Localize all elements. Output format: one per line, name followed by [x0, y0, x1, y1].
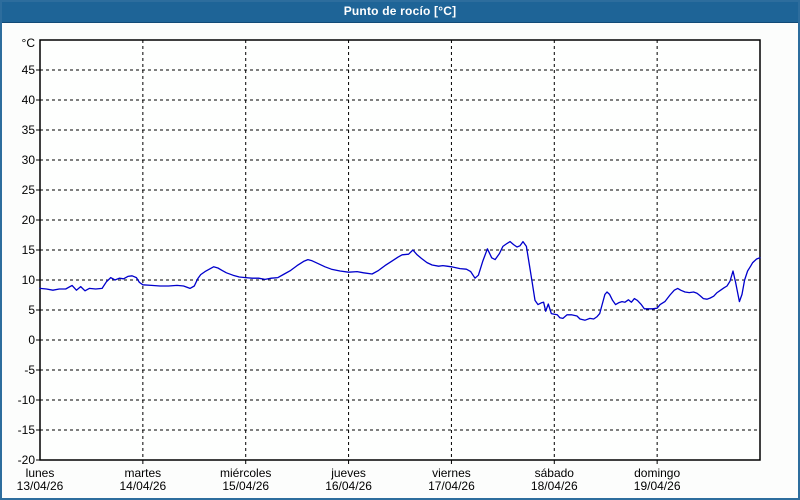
- y-tick-label: 20: [21, 213, 35, 227]
- y-tick-label: -20: [17, 453, 35, 467]
- y-tick-label: 5: [28, 303, 35, 317]
- x-day-date: 17/04/26: [428, 479, 475, 493]
- x-day-date: 15/04/26: [222, 479, 270, 493]
- x-day-name: jueves: [331, 466, 366, 480]
- y-tick-label: 25: [21, 183, 35, 197]
- y-tick-label: 15: [21, 243, 35, 257]
- y-tick-label: -15: [17, 423, 35, 437]
- x-day-date: 13/04/26: [16, 479, 64, 493]
- y-tick-label: 0: [28, 333, 35, 347]
- y-tick-label: 45: [21, 63, 35, 77]
- y-tick-label: 35: [21, 123, 35, 137]
- x-day-name: viernes: [432, 466, 471, 480]
- y-tick-label: -5: [24, 363, 35, 377]
- x-day-name: lunes: [25, 466, 55, 480]
- x-day-date: 19/04/26: [633, 479, 681, 493]
- dew-point-series-line: [39, 240, 761, 321]
- y-tick-label: 30: [21, 153, 35, 167]
- y-axis-unit-label: °C: [21, 36, 35, 50]
- x-day-name: sábado: [534, 466, 574, 480]
- y-tick-label: -10: [17, 393, 35, 407]
- x-day-name: miércoles: [220, 466, 272, 480]
- y-tick-label: 40: [21, 93, 35, 107]
- x-day-date: 16/04/26: [325, 479, 372, 493]
- x-day-date: 14/04/26: [119, 479, 167, 493]
- title-bar: Punto de rocío [°C]: [2, 2, 798, 23]
- x-day-name: martes: [124, 466, 162, 480]
- x-day-date: 18/04/26: [530, 479, 578, 493]
- y-tick-label: 10: [21, 273, 35, 287]
- chart-title: Punto de rocío [°C]: [343, 4, 457, 18]
- x-day-name: domingo: [634, 466, 681, 480]
